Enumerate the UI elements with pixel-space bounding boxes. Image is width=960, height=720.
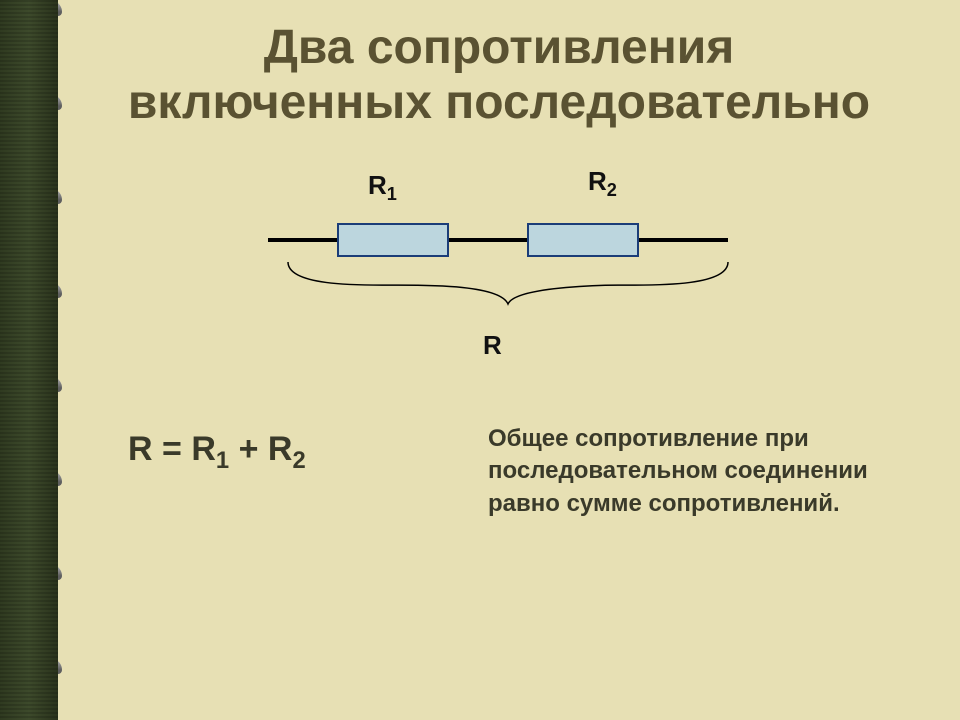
title-line-1: Два сопротивления [264,21,735,74]
title-line-2: включенных последовательно [128,76,870,129]
formula: R = R1 + R2 [128,430,306,475]
formula-term: R2 [268,430,306,468]
spiral-binding-strip [0,0,58,720]
explanation-text: Общее сопротивление при последовательном… [488,423,908,520]
slide-content: Два сопротивления включенных последовате… [58,0,960,720]
slide-title: Два сопротивления включенных последовате… [58,20,940,130]
label-r2: R2 [588,166,617,201]
formula-term: R1 [191,430,229,468]
brace-svg [278,258,738,318]
series-resistors-diagram: R1 R2 R [268,170,748,370]
formula-lhs: R [128,430,153,468]
label-r-total: R [483,330,502,361]
brace-wrap [278,258,718,318]
label-r1: R1 [368,170,397,205]
